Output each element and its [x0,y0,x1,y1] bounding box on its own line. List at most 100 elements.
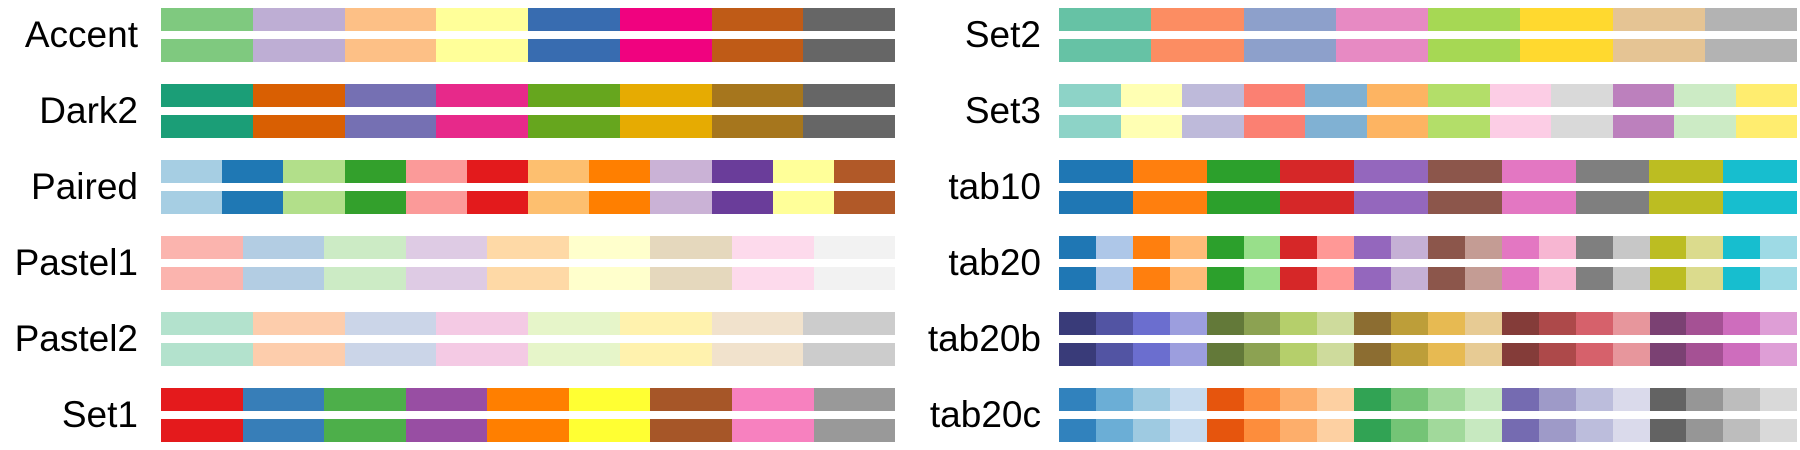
colormap-bar-top [1059,84,1797,107]
color-swatch [731,388,814,411]
color-swatch [1649,312,1687,335]
color-swatch [1723,312,1761,335]
color-swatch [436,343,528,366]
color-swatch [1649,236,1687,259]
colormap-bar-top [161,388,896,411]
color-swatch [161,388,243,411]
color-swatch [1059,115,1121,138]
color-swatch [711,115,804,138]
color-swatch [161,115,253,138]
color-swatch [711,191,773,214]
color-swatch [1612,115,1674,138]
color-swatch [1575,343,1613,366]
colormap-label: Set2 [964,14,1041,55]
color-swatch [1280,312,1318,335]
color-swatch [1612,419,1650,442]
color-swatch [711,84,804,107]
color-swatch [436,39,528,62]
color-swatch [528,39,620,62]
color-swatch [1132,267,1170,290]
color-swatch [1243,236,1281,259]
color-swatch [242,267,325,290]
colormap-label: Set3 [964,90,1041,131]
color-swatch [405,236,488,259]
color-swatch [1059,160,1133,183]
color-swatch [650,160,712,183]
color-swatch [1760,419,1798,442]
color-swatch [1760,267,1798,290]
color-swatch [813,388,896,411]
color-swatch [803,39,895,62]
color-swatch [1575,312,1613,335]
color-swatch [1674,84,1736,107]
color-swatch [1059,267,1096,290]
color-swatch [650,419,732,442]
color-swatch [619,84,712,107]
color-swatch [1520,8,1613,31]
color-swatch [1686,312,1724,335]
color-swatch [1538,388,1576,411]
color-swatch [1735,115,1797,138]
color-swatch [1280,191,1355,214]
color-swatch [731,419,814,442]
color-swatch [1501,343,1539,366]
color-swatch [528,343,620,366]
color-swatch [803,8,895,31]
color-swatch [1354,236,1392,259]
color-swatch [1428,343,1465,366]
color-swatch [1501,388,1539,411]
color-swatch [1649,267,1687,290]
colormap-bar-top [161,8,895,31]
color-swatch [803,84,895,107]
color-swatch [1243,8,1336,31]
color-swatch [813,267,896,290]
color-swatch [1206,191,1281,214]
color-swatch [711,8,804,31]
color-swatch [487,267,569,290]
color-swatch [1132,191,1207,214]
color-swatch [1095,419,1133,442]
colormap-bar-bottom [1059,39,1797,62]
color-swatch [1428,388,1465,411]
color-swatch [1059,419,1096,442]
colormap-bar-top [161,84,895,107]
color-swatch [222,191,284,214]
color-swatch [1723,419,1761,442]
colormap-bar-bottom [1059,191,1797,214]
color-swatch [1464,312,1502,335]
color-swatch [711,343,804,366]
color-swatch [1305,115,1367,138]
color-swatch [1366,115,1428,138]
color-swatch [1760,236,1798,259]
color-swatch [1464,388,1502,411]
color-swatch [487,236,569,259]
color-swatch [1612,236,1650,259]
color-swatch [161,312,253,335]
color-swatch [1243,343,1281,366]
color-swatch [1723,267,1761,290]
color-swatch [1391,236,1429,259]
color-swatch [1243,39,1336,62]
colormap-label: tab20b [927,318,1041,359]
color-swatch [1704,39,1797,62]
color-swatch [833,160,896,183]
color-swatch [1538,312,1576,335]
color-swatch [1059,84,1121,107]
color-swatch [1206,160,1281,183]
colormap-row-pastel2: Pastel2 [0,312,1800,366]
color-swatch [436,84,528,107]
color-swatch [1280,267,1318,290]
colormap-row-accent: Accent [0,8,1800,62]
color-swatch [344,84,437,107]
color-swatch [1649,191,1724,214]
color-swatch [1354,343,1392,366]
colormap-row-dark2: Dark2 [0,84,1800,138]
colormap-label: Set1 [61,394,138,435]
color-swatch [1182,115,1244,138]
color-swatch [813,236,896,259]
color-swatch [466,191,529,214]
color-swatch [589,191,651,214]
color-swatch [1354,191,1428,214]
color-swatch [1551,115,1613,138]
color-swatch [344,160,406,183]
